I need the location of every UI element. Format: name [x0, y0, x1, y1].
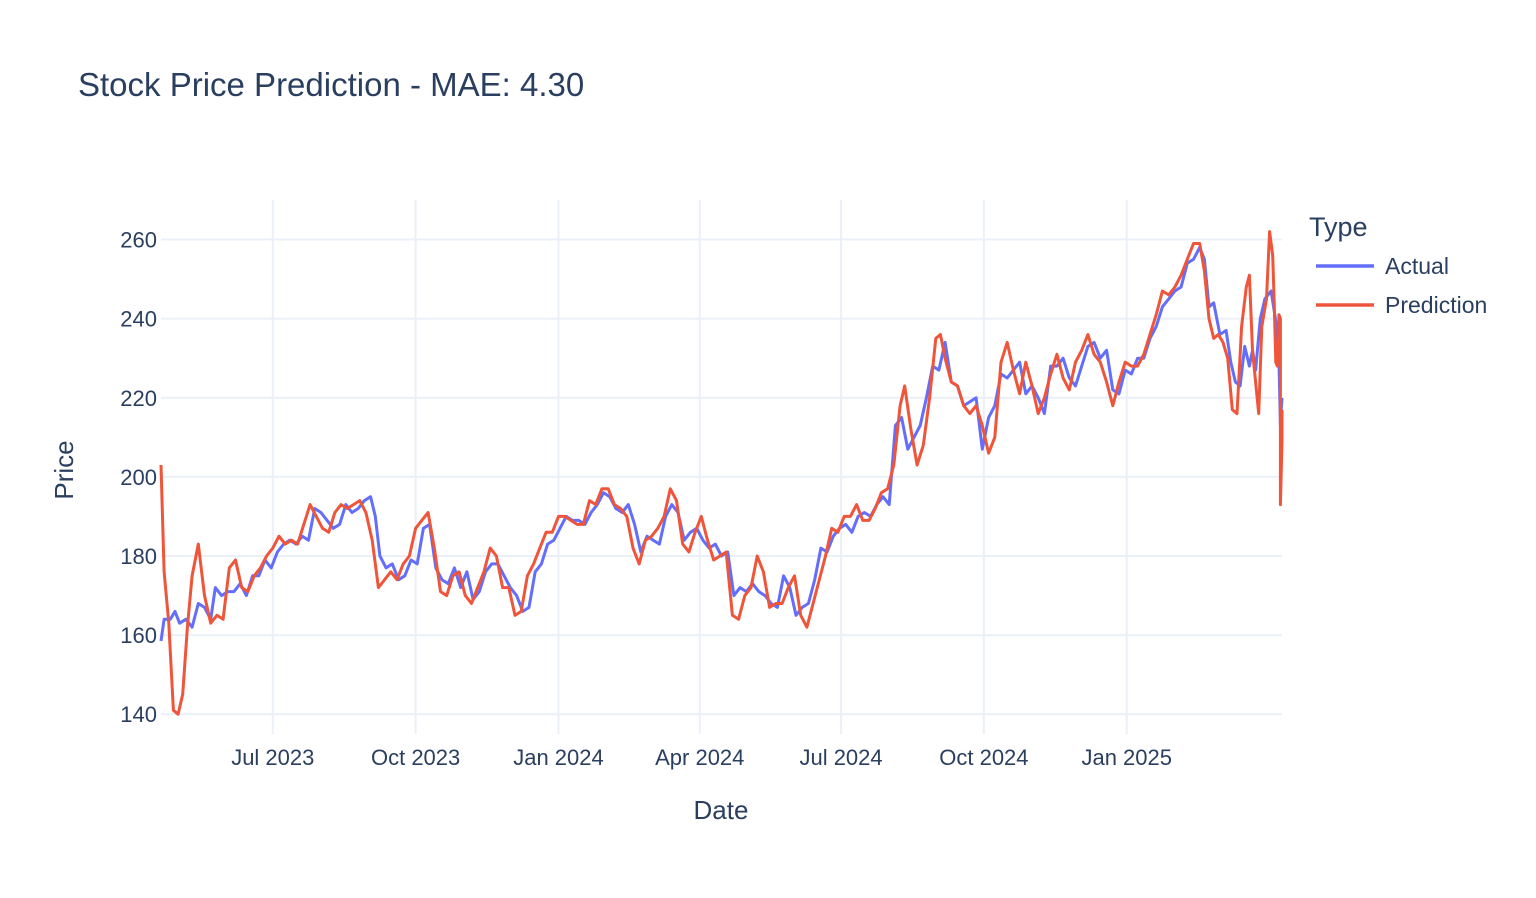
x-gridlines — [271, 200, 1128, 734]
x-tick-label: Oct 2024 — [939, 745, 1028, 770]
legend-label-actual: Actual — [1385, 253, 1449, 279]
x-tick-labels: Jul 2023 Oct 2023 Jan 2024 Apr 2024 Jul 2024… — [231, 745, 1172, 770]
y-tick-label: 220 — [120, 386, 157, 411]
legend: Type Actual Prediction — [1309, 212, 1487, 318]
x-axis-title: Date — [694, 795, 749, 825]
legend-label-prediction: Prediction — [1385, 292, 1487, 318]
y-gridlines — [161, 238, 1282, 716]
x-tick-label: Jul 2024 — [799, 745, 882, 770]
x-tick-label: Jan 2025 — [1081, 745, 1172, 770]
y-tick-label: 240 — [120, 307, 157, 332]
x-tick-label: Jul 2023 — [231, 745, 314, 770]
y-tick-label: 160 — [120, 623, 157, 648]
y-tick-labels: 140 160 180 200 220 240 260 — [120, 228, 157, 728]
chart-title: Stock Price Prediction - MAE: 4.30 — [78, 66, 585, 103]
x-tick-label: Oct 2023 — [371, 745, 460, 770]
y-tick-label: 180 — [120, 544, 157, 569]
legend-title: Type — [1309, 212, 1368, 242]
y-tick-label: 140 — [120, 702, 157, 727]
y-tick-label: 200 — [120, 465, 157, 490]
x-tick-label: Jan 2024 — [513, 745, 604, 770]
x-tick-label: Apr 2024 — [655, 745, 744, 770]
y-tick-label: 260 — [120, 228, 157, 253]
series-layer — [159, 230, 1284, 716]
series-line-prediction — [159, 230, 1284, 716]
series-line-actual — [159, 246, 1284, 642]
y-axis-title: Price — [49, 440, 79, 499]
